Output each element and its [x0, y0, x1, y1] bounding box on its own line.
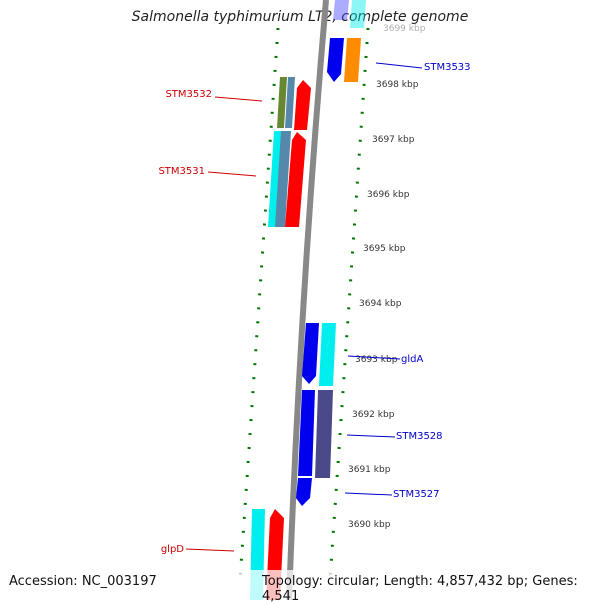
gene-feature[interactable]	[327, 38, 344, 82]
gene-feature[interactable]	[296, 478, 312, 506]
kbp-tick: 3698 kbp	[376, 80, 419, 90]
outer-ring-left	[238, 27, 280, 581]
gene-label-stm3532[interactable]: STM3532	[165, 89, 212, 100]
gene-label-glda[interactable]: gldA	[401, 354, 423, 365]
footer-fade	[0, 570, 600, 600]
gene-feature[interactable]	[285, 77, 295, 128]
gene-label-stm3531[interactable]: STM3531	[158, 166, 205, 177]
gene-labels[interactable]: STM3533 STM3532 STM3531 gldA STM3528 STM…	[158, 62, 470, 555]
kbp-tick: 3699 kbp	[383, 24, 426, 34]
gene-feature[interactable]	[315, 390, 333, 478]
gene-label-stm3533[interactable]: STM3533	[424, 62, 471, 73]
gene-feature[interactable]	[302, 323, 319, 384]
kbp-tick: 3694 kbp	[359, 299, 402, 309]
gene-label-glpd[interactable]: glpD	[161, 544, 184, 555]
map-title: Salmonella typhimurium LT2, complete gen…	[131, 9, 469, 25]
gene-feature[interactable]	[277, 77, 287, 128]
gene-feature[interactable]	[275, 131, 291, 227]
kbp-tick: 3691 kbp	[348, 465, 391, 475]
kbp-tick: 3693 kbp	[355, 355, 398, 365]
gene-label-stm3528[interactable]: STM3528	[396, 431, 443, 442]
kbp-tick: 3695 kbp	[363, 244, 406, 254]
kbp-tick: 3696 kbp	[367, 190, 410, 200]
genome-backbone	[286, 0, 329, 600]
gene-feature[interactable]	[298, 390, 315, 476]
gene-label-stm3527[interactable]: STM3527	[393, 489, 440, 500]
kbp-tick: 3697 kbp	[372, 135, 415, 145]
gene-feature[interactable]	[350, 0, 366, 28]
kbp-ticks: 3699 kbp 3698 kbp 3697 kbp 3696 kbp 3695…	[348, 24, 426, 530]
gene-features[interactable]	[250, 0, 366, 600]
gene-feature[interactable]	[285, 132, 306, 227]
accession-label: Accession: NC_003197	[9, 574, 157, 589]
kbp-tick: 3690 kbp	[348, 520, 391, 530]
gene-feature[interactable]	[344, 38, 361, 82]
gene-feature[interactable]	[333, 0, 349, 20]
kbp-tick: 3692 kbp	[352, 410, 395, 420]
gene-feature[interactable]	[294, 80, 311, 130]
gene-feature[interactable]	[319, 323, 336, 386]
gene-feature[interactable]	[268, 131, 283, 227]
